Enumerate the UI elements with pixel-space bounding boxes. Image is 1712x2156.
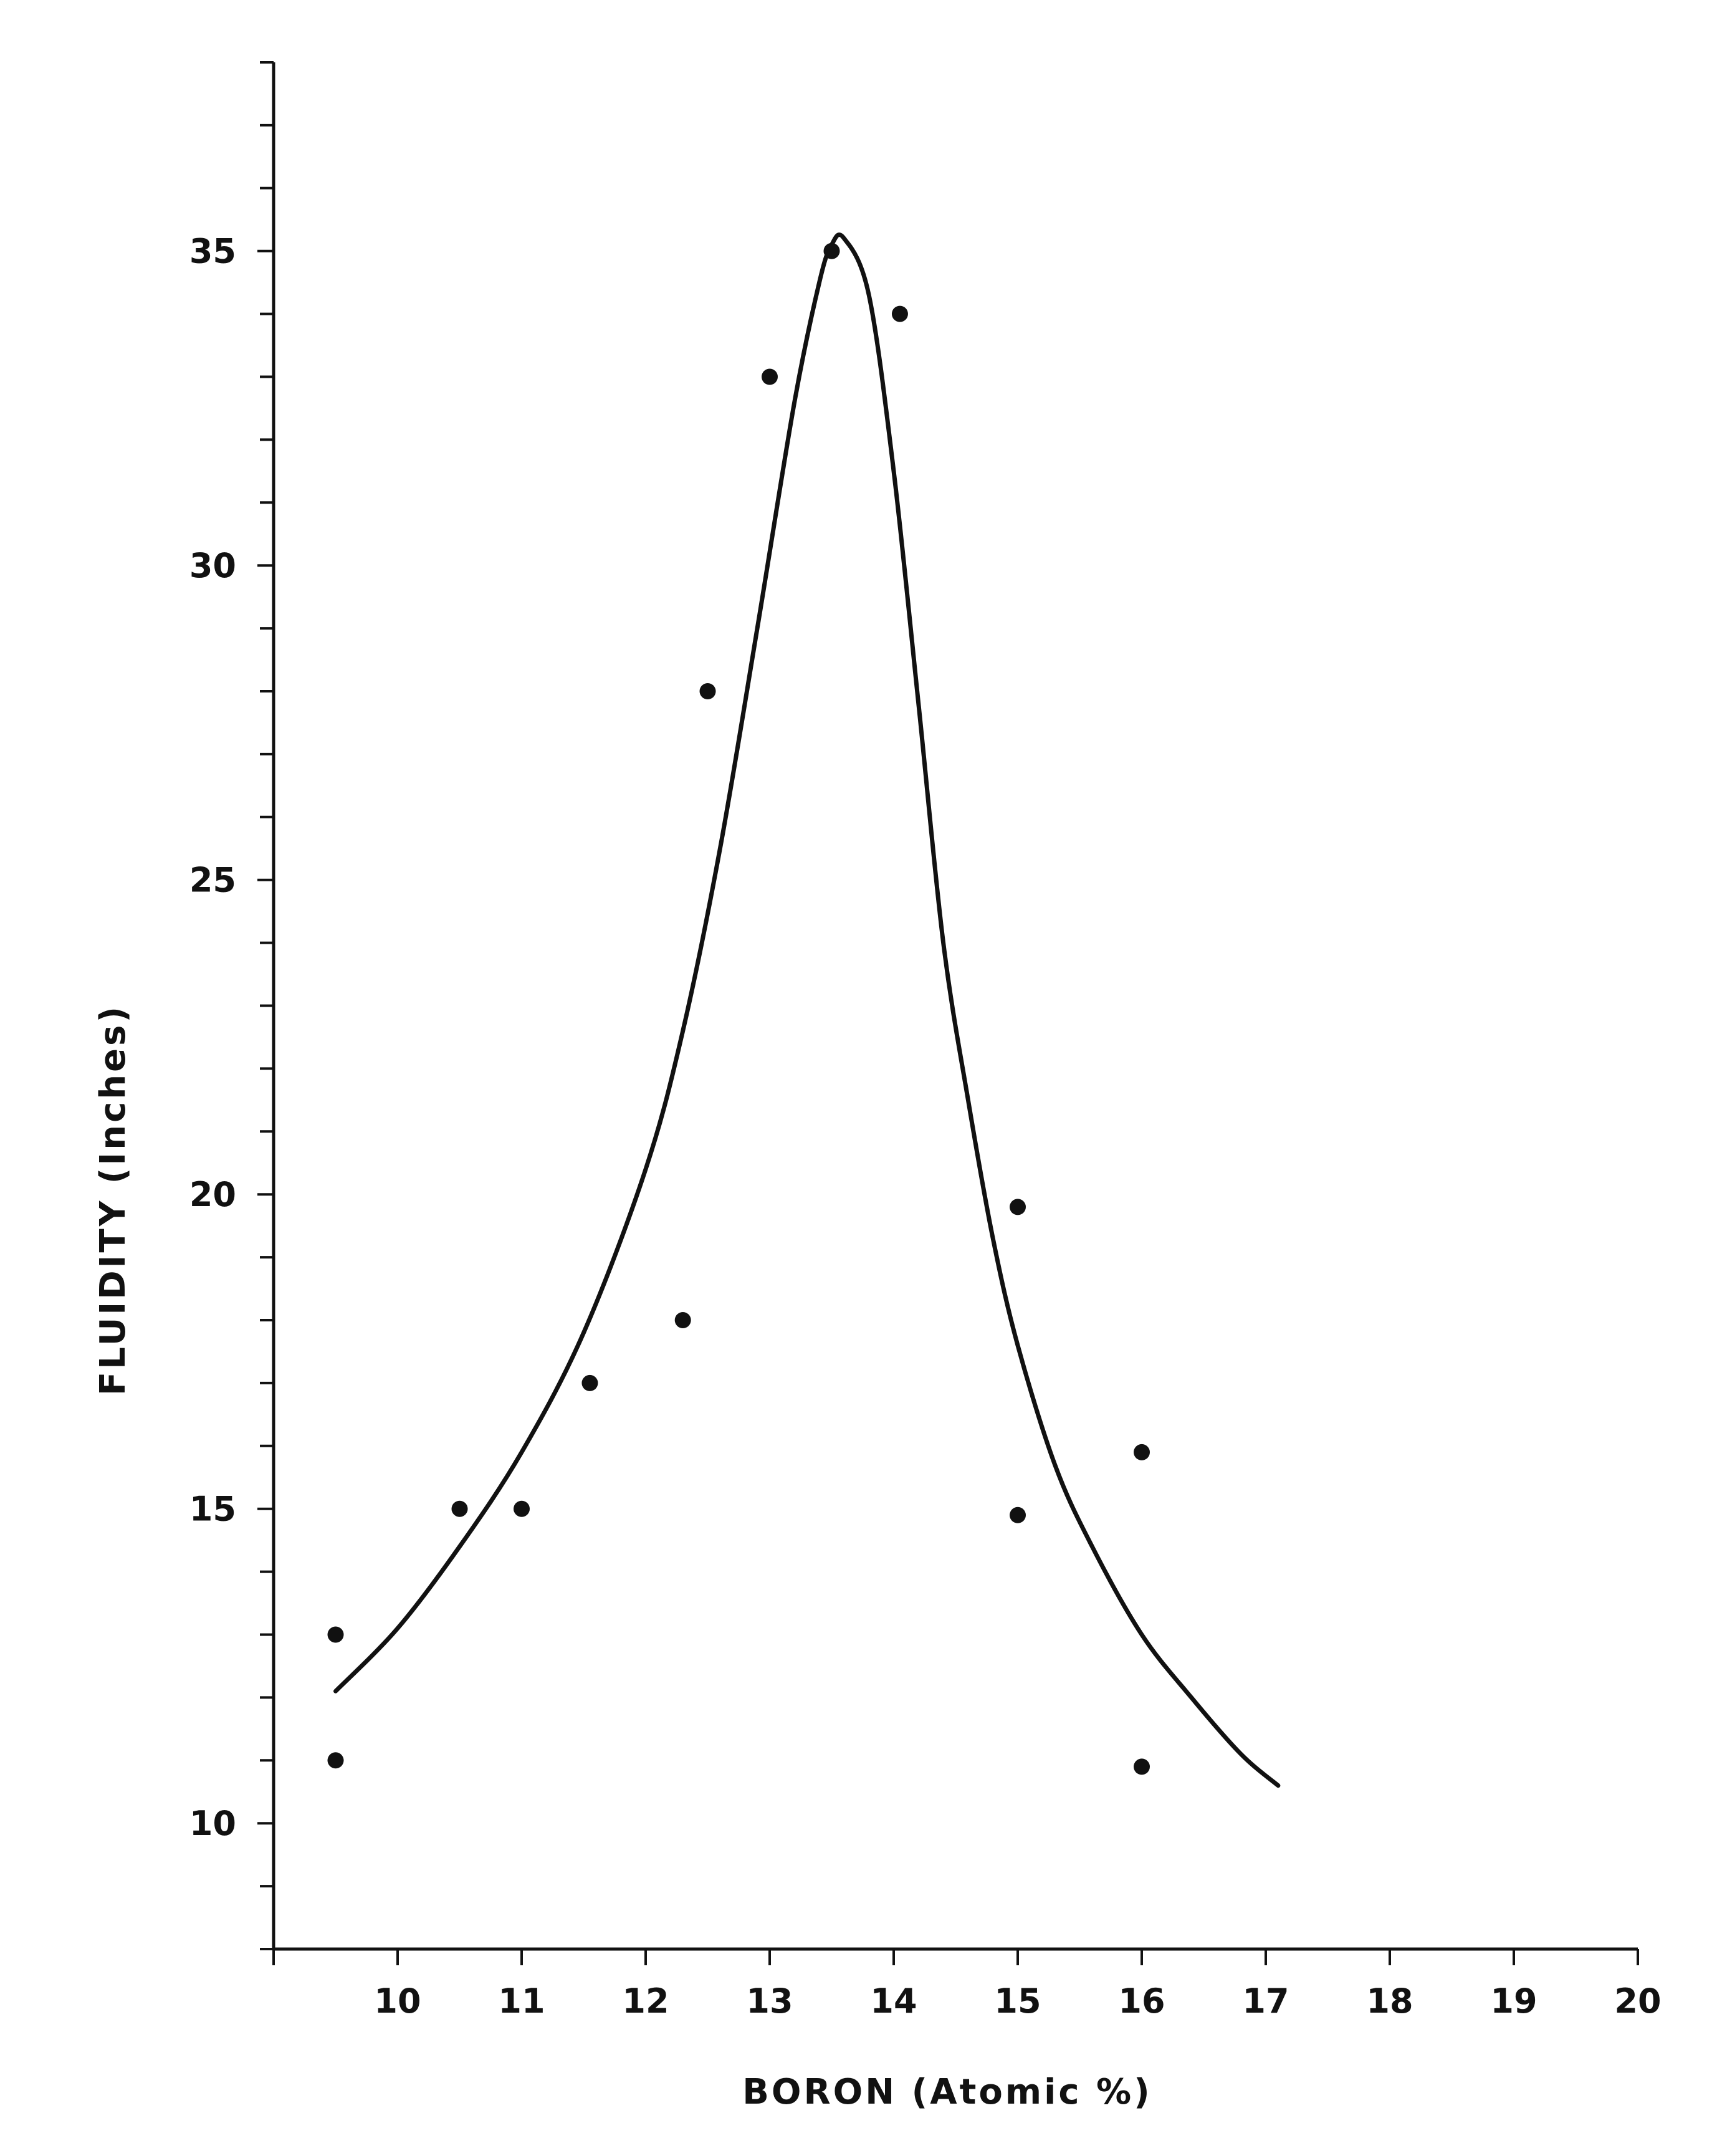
x-tick-label: 10 — [374, 1981, 421, 2021]
data-point — [892, 306, 908, 322]
y-tick-label: 30 — [189, 546, 236, 585]
y-ticks: 10 15 20 25 30 35 — [189, 62, 274, 1949]
axes — [274, 62, 1638, 1949]
points-layer — [328, 243, 1150, 1775]
data-point — [514, 1501, 530, 1517]
data-point — [1010, 1507, 1026, 1523]
curve-layer — [336, 235, 1278, 1786]
x-tick-label: 16 — [1118, 1981, 1165, 2021]
x-ticks: 10 11 12 13 14 15 16 17 18 19 20 — [274, 1949, 1662, 2021]
y-tick-label: 25 — [189, 861, 236, 900]
data-point — [328, 1627, 344, 1643]
x-tick-label: 14 — [870, 1981, 917, 2021]
y-tick-label: 20 — [189, 1175, 236, 1214]
data-point — [1010, 1199, 1026, 1215]
data-point — [452, 1501, 468, 1517]
y-tick-label: 10 — [189, 1804, 236, 1843]
y-tick-label: 35 — [189, 232, 236, 271]
y-axis-title: FLUIDITY (Inches) — [93, 1004, 133, 1396]
x-axis-title: BORON (Atomic %) — [742, 2072, 1152, 2112]
data-point — [762, 369, 778, 385]
data-point — [328, 1752, 344, 1768]
x-tick-label: 17 — [1242, 1981, 1289, 2021]
fitted-curve — [336, 235, 1278, 1786]
x-tick-label: 18 — [1366, 1981, 1413, 2021]
x-tick-label: 19 — [1490, 1981, 1537, 2021]
y-tick-label: 15 — [189, 1490, 236, 1529]
data-point — [1134, 1758, 1150, 1775]
data-point — [824, 243, 840, 259]
x-tick-label: 13 — [746, 1981, 793, 2021]
data-point — [581, 1375, 598, 1391]
data-point — [675, 1312, 691, 1328]
x-tick-label: 11 — [498, 1981, 545, 2021]
data-point — [1134, 1444, 1150, 1460]
x-tick-label: 20 — [1614, 1981, 1661, 2021]
data-point — [700, 683, 716, 699]
x-tick-label: 15 — [994, 1981, 1041, 2021]
x-tick-label: 12 — [622, 1981, 669, 2021]
